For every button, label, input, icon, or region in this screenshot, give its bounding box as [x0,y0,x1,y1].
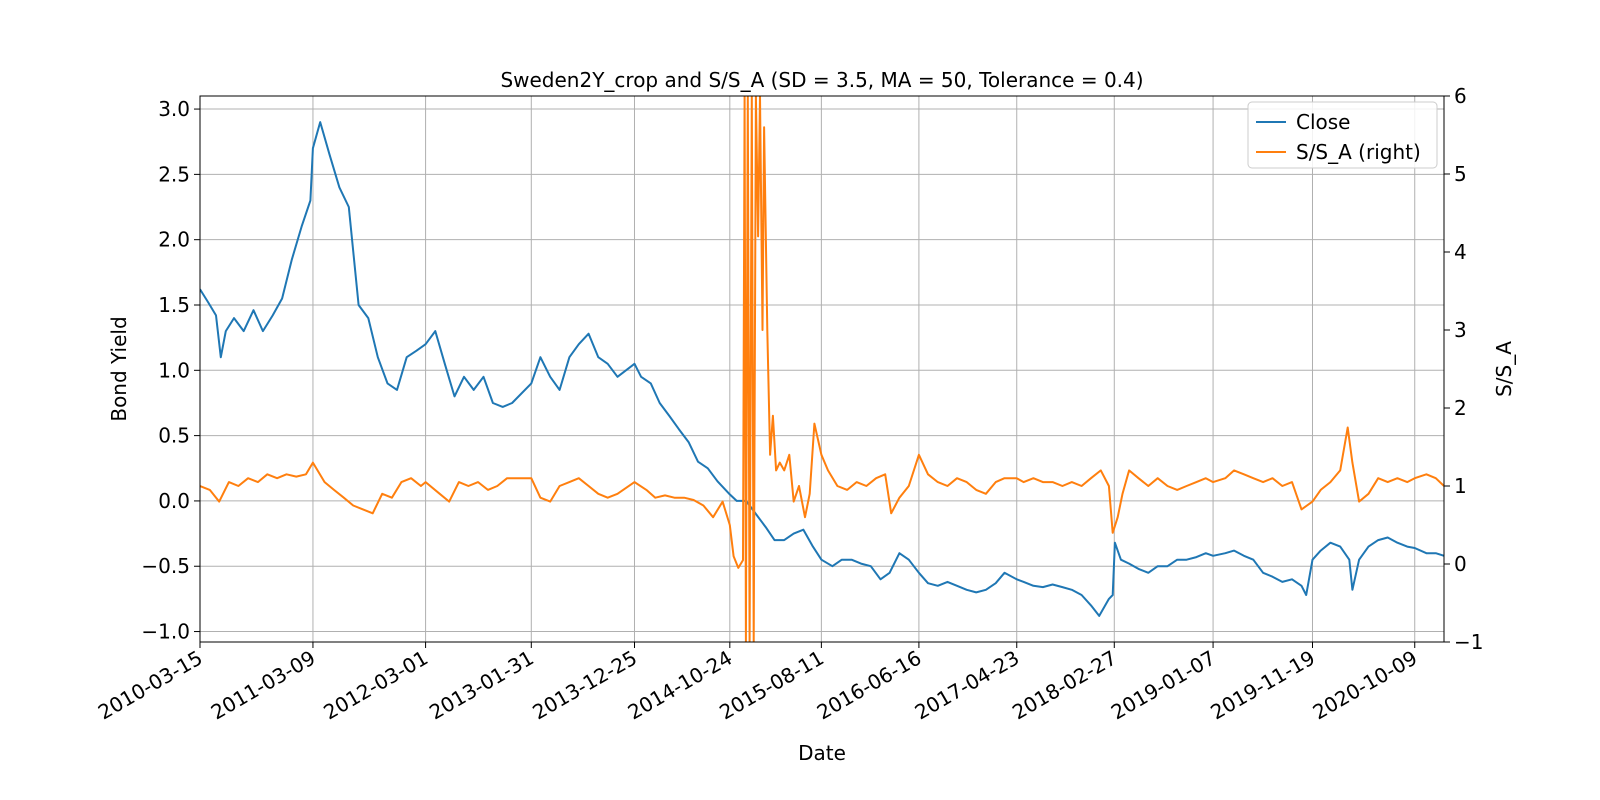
chart-title: Sweden2Y_crop and S/S_A (SD = 3.5, MA = … [500,68,1143,92]
legend-label-ss-a: S/S_A (right) [1296,140,1421,164]
y-axis-right-label: S/S_A [1492,341,1516,397]
y-right-tick-label: 3 [1454,318,1467,342]
legend-label-close: Close [1296,110,1350,134]
y-tick-label: 1.5 [158,293,190,317]
y-right-tick-label: 0 [1454,552,1467,576]
series-line-close [200,121,1444,617]
y-tick-label: 2.0 [158,228,190,252]
legend-box [1247,101,1438,169]
grid-lines [199,96,1444,642]
y-tick-label: 1.0 [158,358,190,382]
legend: Close S/S_A (right) [1247,101,1438,169]
y-right-tick-label: 4 [1454,240,1467,264]
series-line-ss-a [200,96,1444,642]
x-axis-label: Date [798,741,846,765]
y-axis-right: 6 5 4 3 2 1 0 −1 [1444,84,1483,654]
y-tick-label: 3.0 [158,97,190,121]
y-right-tick-label: 5 [1454,162,1467,186]
y-right-tick-label: 2 [1454,396,1467,420]
y-axis-label: Bond Yield [107,316,131,421]
y-tick-label: 2.5 [158,162,190,186]
plot-frame [199,95,1445,643]
y-right-tick-label: 1 [1454,474,1467,498]
y-axis-left: 3.0 2.5 2.0 1.5 1.0 0.5 0.0 −0.5 −1.0 [141,97,200,644]
y-tick-label: −0.5 [141,554,190,578]
y-tick-label: 0.5 [158,424,190,448]
y-tick-label: −1.0 [141,620,190,644]
y-right-tick-label: −1 [1454,630,1483,654]
series-layer [200,96,1444,642]
y-right-tick-label: 6 [1454,84,1467,108]
y-tick-label: 0.0 [158,489,190,513]
